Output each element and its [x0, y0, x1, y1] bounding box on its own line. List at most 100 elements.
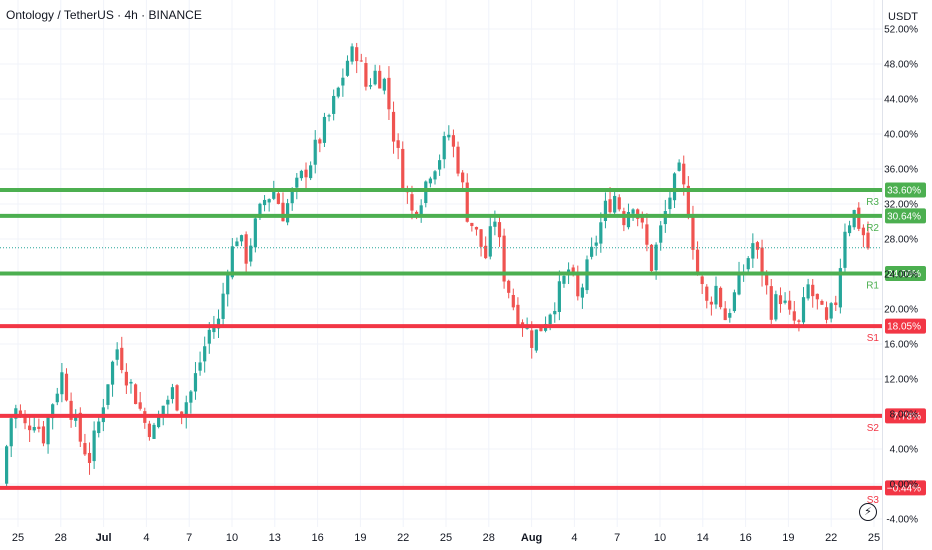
candle-down	[387, 66, 391, 120]
y-tick-label: 0.00%	[890, 480, 918, 491]
candle-body	[548, 314, 552, 325]
x-tick-label: 7	[186, 532, 192, 544]
candle-body	[843, 231, 847, 268]
candle-body	[78, 412, 82, 442]
x-tick-label: 16	[311, 532, 323, 544]
candle-up	[345, 55, 350, 77]
x-tick-label: 13	[269, 532, 281, 544]
candle-up	[843, 223, 847, 275]
candle-down	[718, 286, 723, 310]
candle-down	[811, 279, 815, 308]
level-price-tag	[885, 208, 926, 224]
candle-down	[507, 279, 511, 299]
candle-body	[682, 163, 686, 185]
candle-down	[645, 213, 649, 252]
level-name: S3	[867, 495, 880, 506]
candle-body	[866, 232, 870, 249]
candle-down	[391, 101, 396, 154]
candle-up	[55, 387, 59, 406]
candle-up	[424, 180, 428, 208]
candle-up	[806, 278, 810, 301]
candle-down	[824, 301, 829, 324]
candle-body	[617, 197, 621, 210]
candle-down	[87, 442, 92, 475]
candle-up	[295, 173, 299, 200]
candle-down	[64, 368, 69, 402]
candle-down	[83, 433, 87, 456]
x-tick-label: 7	[614, 532, 620, 544]
candle-up	[9, 417, 13, 458]
candle-body	[631, 209, 635, 214]
candle-down	[834, 295, 838, 312]
candle-body	[55, 393, 59, 403]
candle-body	[359, 60, 363, 62]
candle-body	[161, 405, 165, 417]
y-tick-label: 12.00%	[884, 375, 918, 386]
candle-body	[700, 276, 704, 285]
candle-up	[336, 86, 340, 99]
candle-down	[792, 301, 796, 325]
candle-body	[327, 115, 331, 117]
candle-down	[474, 226, 479, 236]
candle-down	[133, 383, 138, 405]
y-tick-label: 48.00%	[884, 60, 918, 71]
x-tick-label: 19	[782, 532, 794, 544]
candle-body	[37, 426, 41, 429]
candle-body	[654, 244, 658, 271]
x-axis-ticks[interactable]: 25 28 Jul 4 7 10 13 16 19 22 25 28 Aug 4 7 10 14 16 19 22 25	[12, 532, 880, 544]
price-axis-separator	[882, 0, 883, 550]
candle-down	[820, 299, 824, 305]
candle-body	[170, 387, 175, 400]
candle-body	[189, 391, 193, 403]
level-price-tag	[885, 182, 926, 198]
y-tick-label: 32.00%	[884, 200, 918, 211]
candle-body	[28, 425, 32, 431]
candle-body	[797, 320, 801, 322]
candle-body	[751, 243, 755, 259]
candle-down	[304, 162, 308, 190]
lightning-icon[interactable]: ⚡	[859, 503, 877, 521]
candle-body	[857, 207, 861, 229]
candle-body	[203, 346, 207, 362]
y-axis-ticks[interactable]: 52.00% 48.00% 44.00% 40.00% 36.00% 32.00% 28.0…	[884, 25, 918, 526]
level-price-label: 7.78%	[893, 411, 921, 422]
candle-down	[120, 336, 124, 374]
candle-body	[562, 275, 566, 284]
candle-up	[373, 64, 377, 86]
symbol-title[interactable]: Ontology / TetherUS · 4h · BINANCE	[6, 8, 202, 22]
candle-down	[760, 239, 764, 287]
candle-body	[92, 430, 96, 462]
candle-up	[221, 282, 225, 328]
candle-body	[157, 415, 161, 428]
candle-body	[262, 199, 267, 206]
level-price-tag	[885, 408, 926, 424]
currency-label[interactable]: USDT	[888, 11, 918, 23]
candle-up	[193, 362, 198, 400]
y-tick-label: 44.00%	[884, 95, 918, 106]
x-tick-label: Jul	[96, 532, 112, 544]
candle-down	[401, 141, 405, 190]
candle-down	[755, 240, 760, 259]
candle-body	[801, 297, 806, 323]
candle-body	[622, 211, 626, 226]
candle-body	[419, 205, 423, 217]
candle-down	[461, 170, 465, 192]
candle-down	[364, 57, 368, 91]
candle-body	[387, 77, 391, 110]
candle-down	[138, 391, 142, 411]
x-tick-label: 4	[571, 532, 577, 544]
candle-body	[507, 280, 511, 293]
candle-body	[64, 373, 69, 401]
candle-body	[318, 139, 322, 144]
candle-body	[18, 410, 23, 416]
candle-down	[378, 65, 382, 89]
candle-up	[350, 43, 354, 65]
candle-body	[281, 202, 285, 222]
candle-down	[355, 42, 359, 74]
candle-down	[778, 287, 783, 313]
y-tick-label: 20.00%	[884, 305, 918, 316]
candle-up	[184, 395, 188, 429]
candle-body	[447, 134, 451, 138]
candle-body	[705, 286, 709, 301]
